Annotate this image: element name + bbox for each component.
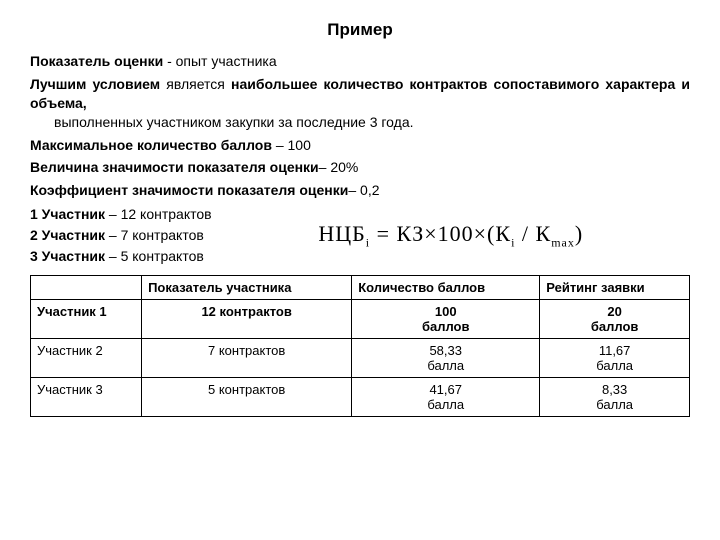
formula-row: 1 Участник – 12 контрактов 2 Участник – … [30,204,690,267]
table-header: Показатель участника [142,276,352,300]
cell: балла [427,397,464,412]
cell: 11,67 [599,343,631,358]
cell: баллов [422,319,470,334]
text: – 7 контрактов [105,227,204,243]
table-header: Количество баллов [352,276,540,300]
text-bold: Коэффициент значимости показателя оценки [30,182,348,198]
text: выполненных участником закупки за послед… [54,114,414,130]
paragraph-max-points: Максимальное количество баллов – 100 [30,136,690,155]
paragraph-condition: Лучшим условием является наибольшее коли… [30,75,690,132]
table-header-row: Показатель участника Количество баллов Р… [31,276,690,300]
text-bold: Лучшим условием [30,76,160,92]
cell: 41,67 [429,382,462,397]
table-row: Участник 2 7 контрактов 58,33балла 11,67… [31,339,690,378]
cell: 20 [607,304,621,319]
table-header [31,276,142,300]
formula: НЦБi = КЗ×100×(Кi / Кmax) [212,221,690,250]
cell: баллов [591,319,639,334]
cell: 5 контрактов [142,378,352,417]
paragraph-coefficient: Коэффициент значимости показателя оценки… [30,181,690,200]
text-bold: Показатель оценки [30,53,163,69]
table-header: Рейтинг заявки [540,276,690,300]
results-table: Показатель участника Количество баллов Р… [30,275,690,417]
cell: 8,33 [602,382,627,397]
paragraph-weight: Величина значимости показателя оценки– 2… [30,158,690,177]
text-bold: 2 Участник [30,227,105,243]
text-bold: 3 Участник [30,248,105,264]
cell: Участник 1 [37,304,107,319]
text: является [160,76,231,92]
cell: 7 контрактов [142,339,352,378]
text: – 20% [319,159,359,175]
text: – 100 [272,137,311,153]
text: – 5 контрактов [105,248,204,264]
text: - опыт участника [163,53,276,69]
table-row: Участник 3 5 контрактов 41,67балла 8,33б… [31,378,690,417]
participants-list: 1 Участник – 12 контрактов 2 Участник – … [30,204,212,267]
cell: балла [427,358,464,373]
cell: 58,33 [429,343,462,358]
cell: балла [596,397,633,412]
cell: Участник 2 [31,339,142,378]
text-bold: Величина значимости показателя оценки [30,159,319,175]
page-title: Пример [30,20,690,40]
text-bold: Максимальное количество баллов [30,137,272,153]
cell: 100 [435,304,457,319]
cell: Участник 3 [31,378,142,417]
paragraph-indicator: Показатель оценки - опыт участника [30,52,690,71]
table-row: Участник 1 12 контрактов 100баллов 20бал… [31,300,690,339]
cell: 12 контрактов [201,304,291,319]
text: – 0,2 [348,182,379,198]
text: – 12 контрактов [105,206,212,222]
text-bold: 1 Участник [30,206,105,222]
cell: балла [596,358,633,373]
